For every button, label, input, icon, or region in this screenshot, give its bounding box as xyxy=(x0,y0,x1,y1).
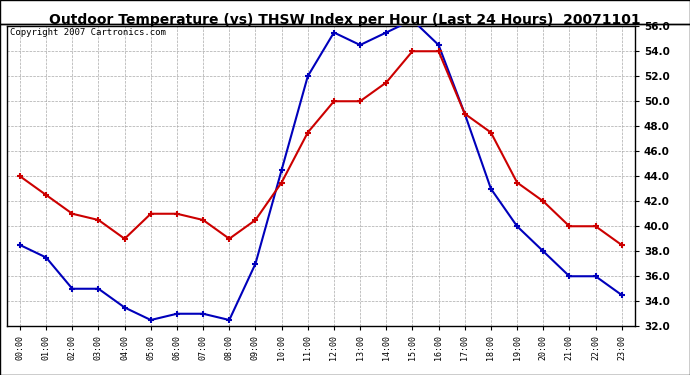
Text: Outdoor Temperature (vs) THSW Index per Hour (Last 24 Hours)  20071101: Outdoor Temperature (vs) THSW Index per … xyxy=(49,13,641,27)
Text: Copyright 2007 Cartronics.com: Copyright 2007 Cartronics.com xyxy=(10,28,166,37)
